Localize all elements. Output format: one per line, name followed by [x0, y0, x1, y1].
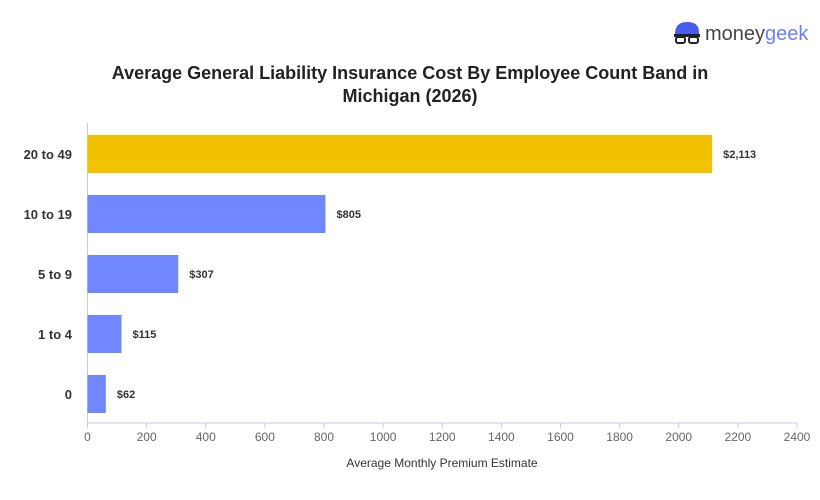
x-tick-label: 1400	[488, 430, 515, 444]
x-tick-label: 600	[255, 430, 275, 444]
data-label: $2,113	[723, 149, 756, 161]
y-tick-label: 20 to 49	[24, 147, 72, 162]
x-tick-label: 2400	[784, 430, 811, 444]
y-tick-label: 10 to 19	[24, 207, 72, 222]
chart-title-line-1: Average General Liability Insurance Cost…	[112, 63, 708, 83]
x-tick-label: 0	[84, 430, 91, 444]
moneygeek-logo: moneygeek	[674, 22, 809, 45]
x-axis-label: Average Monthly Premium Estimate	[346, 456, 538, 470]
bar[interactable]	[87, 255, 179, 293]
x-tick-label: 1800	[606, 430, 633, 444]
x-tick-label: 1000	[370, 430, 397, 444]
logo-text: moneygeek	[705, 23, 809, 45]
geek-mascot-icon	[674, 22, 700, 44]
bar[interactable]	[87, 315, 122, 353]
bar[interactable]	[87, 375, 106, 413]
data-label: $307	[189, 269, 213, 281]
data-label: $62	[117, 389, 135, 401]
data-label: $115	[132, 329, 156, 341]
x-tick-label: 1600	[547, 430, 574, 444]
y-tick-label: 0	[65, 387, 72, 402]
bar[interactable]	[87, 135, 713, 173]
y-tick-label: 1 to 4	[38, 327, 73, 342]
x-tick-label: 400	[196, 430, 216, 444]
y-tick-label: 5 to 9	[38, 267, 72, 282]
x-tick-label: 800	[314, 430, 334, 444]
x-tick-label: 200	[137, 430, 157, 444]
x-tick-label: 1200	[429, 430, 456, 444]
x-tick-label: 2000	[665, 430, 692, 444]
chart-title-line-2: Michigan (2026)	[342, 86, 477, 106]
bar[interactable]	[87, 195, 326, 233]
data-label: $805	[336, 209, 360, 221]
x-tick-label: 2200	[725, 430, 752, 444]
